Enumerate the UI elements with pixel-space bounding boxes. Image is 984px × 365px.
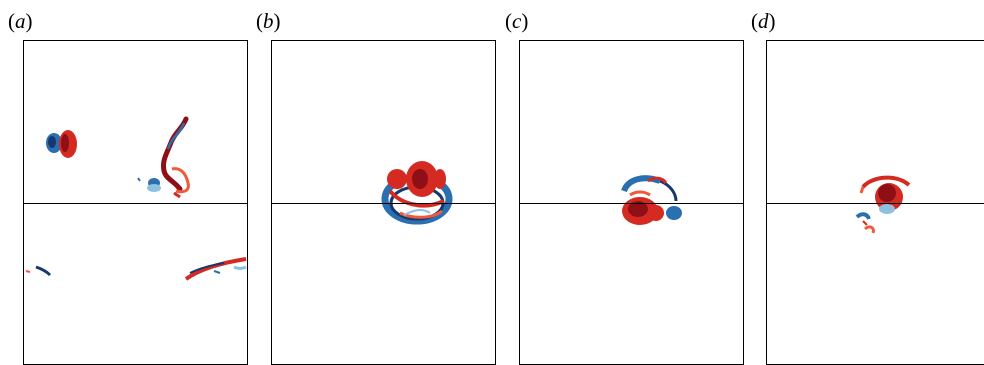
vortex-filament <box>213 270 221 274</box>
vortex-blob-negative <box>666 206 682 220</box>
vortex-blob-negative-light <box>147 184 161 192</box>
vortex-blob-negative-light <box>879 204 895 214</box>
panel-label-d: (d) <box>751 9 776 33</box>
vortex-filament <box>184 257 247 281</box>
vortex-filament <box>173 191 181 199</box>
vortex-filament <box>35 265 52 277</box>
vortex-filament <box>189 262 225 274</box>
vortex-filament <box>161 116 189 192</box>
vortex-filament <box>862 220 868 226</box>
horizontal-divider <box>520 203 743 204</box>
vortex-filament <box>137 177 141 182</box>
panel-b-frame <box>271 40 496 365</box>
vortex-blob-positive-core <box>878 184 896 202</box>
horizontal-divider <box>24 203 247 204</box>
panel-label-b: (b) <box>256 9 281 33</box>
vortex-filament <box>171 167 190 194</box>
panel-d-frame <box>766 40 984 365</box>
vortex-blob-positive <box>434 169 446 189</box>
panel-label-c: (c) <box>505 9 529 33</box>
vortex-filament <box>863 225 875 234</box>
vortex-filament <box>647 176 668 184</box>
vortex-filament <box>861 175 911 189</box>
panel-label-a: (a) <box>8 9 33 33</box>
vortex-filament <box>629 190 651 197</box>
horizontal-divider <box>272 203 495 204</box>
panel-a-vortex-field <box>25 116 247 281</box>
vortex-blob-positive <box>648 205 664 221</box>
vortex-filament <box>855 212 871 220</box>
vortex-filament <box>399 209 443 219</box>
vortex-filament <box>166 122 186 150</box>
vortex-blob-positive-core <box>61 134 69 152</box>
horizontal-divider <box>767 203 984 204</box>
vortex-filament <box>388 189 445 208</box>
panel-d-vortex-field <box>855 175 911 234</box>
vortex-filament <box>859 186 865 194</box>
vortex-filament <box>659 179 678 202</box>
vortex-blob-positive <box>387 169 407 189</box>
vortex-blob-positive-core <box>412 169 428 189</box>
vortex-blob-negative-core <box>48 136 56 148</box>
vortex-filament <box>403 208 431 216</box>
vortex-blob-positive-core <box>628 201 648 217</box>
panel-c-frame <box>519 40 744 365</box>
vortex-filament <box>621 175 662 193</box>
panel-c-vortex-field <box>621 175 682 225</box>
panel-a-frame <box>23 40 248 365</box>
vortex-filament <box>233 265 247 270</box>
vortex-filament <box>25 270 31 273</box>
